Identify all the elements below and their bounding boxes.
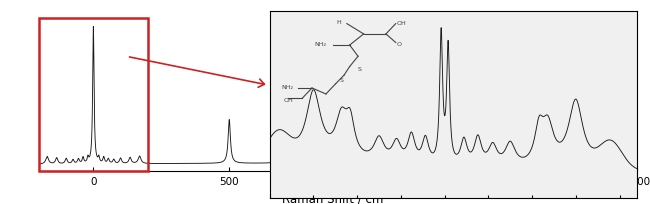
X-axis label: Raman Shift / cm⁻¹: Raman Shift / cm⁻¹	[281, 192, 395, 204]
Bar	[39, 19, 148, 171]
